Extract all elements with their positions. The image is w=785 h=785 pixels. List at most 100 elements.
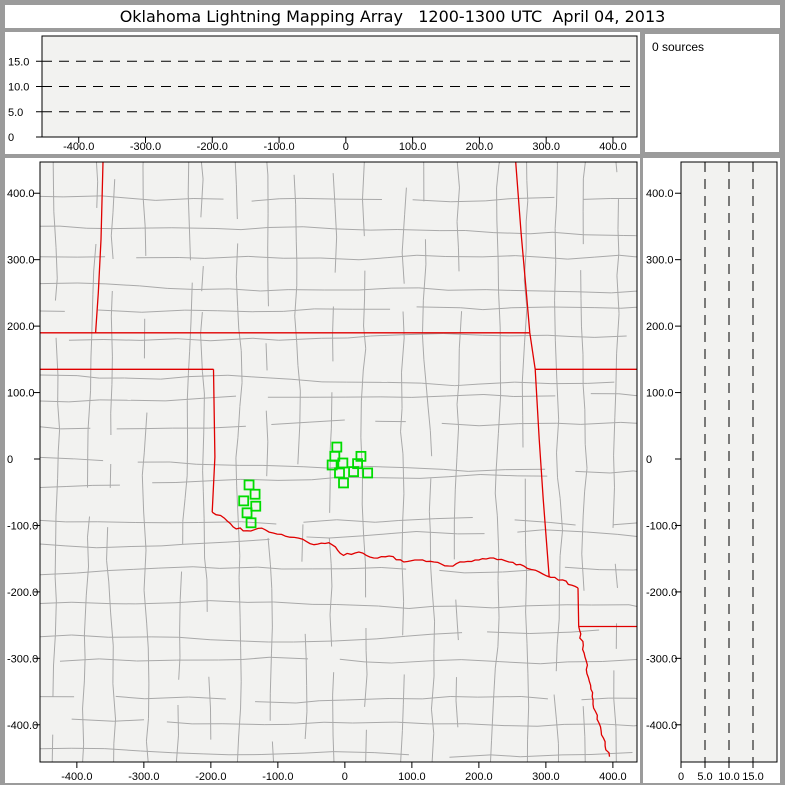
county-border xyxy=(257,566,282,570)
county-border xyxy=(175,735,179,762)
county-border xyxy=(620,421,637,424)
county-border xyxy=(402,311,405,338)
lma-station-marker xyxy=(362,467,374,479)
county-border xyxy=(564,566,600,571)
county-border xyxy=(238,708,242,738)
county-border xyxy=(245,640,269,643)
county-border xyxy=(485,198,512,202)
state-border-red-river-oklahoma-texas xyxy=(211,511,579,589)
county-border xyxy=(616,275,620,314)
county-border xyxy=(240,681,242,709)
county-border xyxy=(429,430,433,457)
county-border xyxy=(299,391,301,425)
county-border xyxy=(552,231,584,236)
county-border xyxy=(167,287,196,291)
county-border xyxy=(210,337,253,342)
county-border xyxy=(178,657,181,680)
county-border xyxy=(165,397,202,402)
county-border xyxy=(525,200,529,222)
county-border xyxy=(613,522,637,526)
county-border xyxy=(570,629,600,633)
county-border xyxy=(547,334,571,338)
county-border xyxy=(619,254,637,258)
county-border xyxy=(110,290,113,317)
tick-label: -400.0 xyxy=(63,141,94,153)
county-border xyxy=(556,165,558,205)
county-border xyxy=(495,433,499,471)
county-border xyxy=(581,515,584,555)
county-border xyxy=(200,312,203,334)
county-border xyxy=(251,376,292,380)
county-border xyxy=(40,485,67,489)
county-border xyxy=(480,473,518,477)
county-border xyxy=(450,200,486,203)
county-border xyxy=(567,256,595,260)
county-border xyxy=(124,377,161,380)
county-border xyxy=(430,565,433,590)
county-border xyxy=(127,197,156,201)
county-border xyxy=(226,538,270,543)
county-border xyxy=(82,680,85,709)
county-border xyxy=(509,334,548,337)
county-border xyxy=(98,309,142,313)
county-border xyxy=(51,734,54,762)
county-border xyxy=(176,338,211,342)
county-border xyxy=(553,694,557,720)
county-border xyxy=(271,421,310,426)
county-border xyxy=(543,256,568,260)
county-border xyxy=(87,390,92,430)
county-border xyxy=(115,695,145,700)
county-border xyxy=(110,212,114,236)
county-border xyxy=(68,339,104,341)
county-border xyxy=(96,545,132,549)
county-border xyxy=(306,536,330,539)
county-border xyxy=(110,235,114,260)
county-border xyxy=(465,229,494,234)
county-border xyxy=(428,478,432,512)
county-border xyxy=(548,290,578,293)
county-border xyxy=(400,730,403,762)
county-border xyxy=(401,520,404,562)
county-border xyxy=(135,602,176,605)
county-border xyxy=(620,306,637,309)
county-border xyxy=(240,227,268,231)
tick-label: 100.0 xyxy=(399,141,427,153)
county-border xyxy=(405,633,432,637)
county-border xyxy=(551,306,595,309)
lma-station-marker xyxy=(348,466,359,478)
county-border xyxy=(633,569,637,571)
county-border xyxy=(283,308,315,312)
county-border xyxy=(141,475,145,512)
county-border xyxy=(131,545,162,547)
county-border xyxy=(582,491,586,516)
county-border xyxy=(294,285,298,317)
tick-label: 5.0 xyxy=(8,107,23,119)
county-border xyxy=(204,557,208,580)
county-border xyxy=(433,659,462,662)
tick-label: 100.0 xyxy=(398,771,426,783)
county-border xyxy=(587,381,615,384)
county-border xyxy=(304,711,308,740)
state-border-oklahoma-arkansas xyxy=(534,369,550,578)
county-border xyxy=(332,672,335,696)
county-border xyxy=(483,394,514,397)
lma-station-marker xyxy=(337,457,349,469)
county-border xyxy=(582,706,586,737)
county-border xyxy=(515,255,545,258)
county-border xyxy=(296,342,299,366)
tick-label: -100.0 xyxy=(263,141,294,153)
county-border xyxy=(381,566,407,570)
county-border xyxy=(401,561,405,602)
county-border xyxy=(461,659,500,663)
county-border xyxy=(334,228,371,231)
county-border xyxy=(449,754,491,758)
county-border xyxy=(582,384,586,410)
county-border xyxy=(303,519,337,523)
county-border xyxy=(201,395,237,399)
county-border xyxy=(583,234,624,236)
county-border xyxy=(497,580,500,618)
county-border xyxy=(455,700,459,728)
county-border xyxy=(580,326,584,355)
county-border xyxy=(240,478,278,481)
county-border xyxy=(361,162,365,200)
